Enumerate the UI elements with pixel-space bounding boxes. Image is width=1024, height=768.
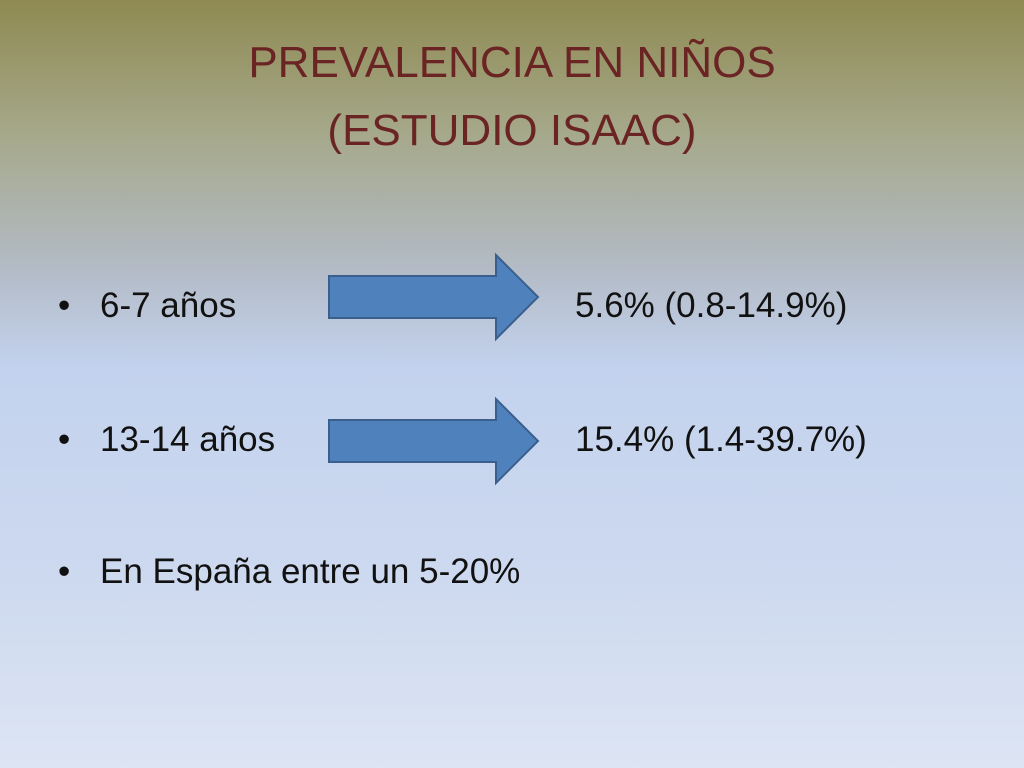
bullet: • bbox=[58, 420, 71, 459]
item-label: 13-14 años bbox=[100, 420, 276, 459]
title-line: PREVALENCIA EN NIÑOS bbox=[248, 38, 776, 87]
title-line: (ESTUDIO ISAAC) bbox=[327, 106, 697, 155]
item-label: En España entre un 5-20% bbox=[100, 552, 521, 591]
item-result: 5.6% (0.8-14.9%) bbox=[575, 286, 848, 325]
arrow bbox=[328, 396, 540, 486]
item-label: 6-7 años bbox=[100, 286, 237, 325]
item-result: 15.4% (1.4-39.7%) bbox=[575, 420, 867, 459]
bullet: • bbox=[58, 286, 71, 325]
arrow bbox=[328, 252, 540, 342]
bullet: • bbox=[58, 552, 71, 591]
